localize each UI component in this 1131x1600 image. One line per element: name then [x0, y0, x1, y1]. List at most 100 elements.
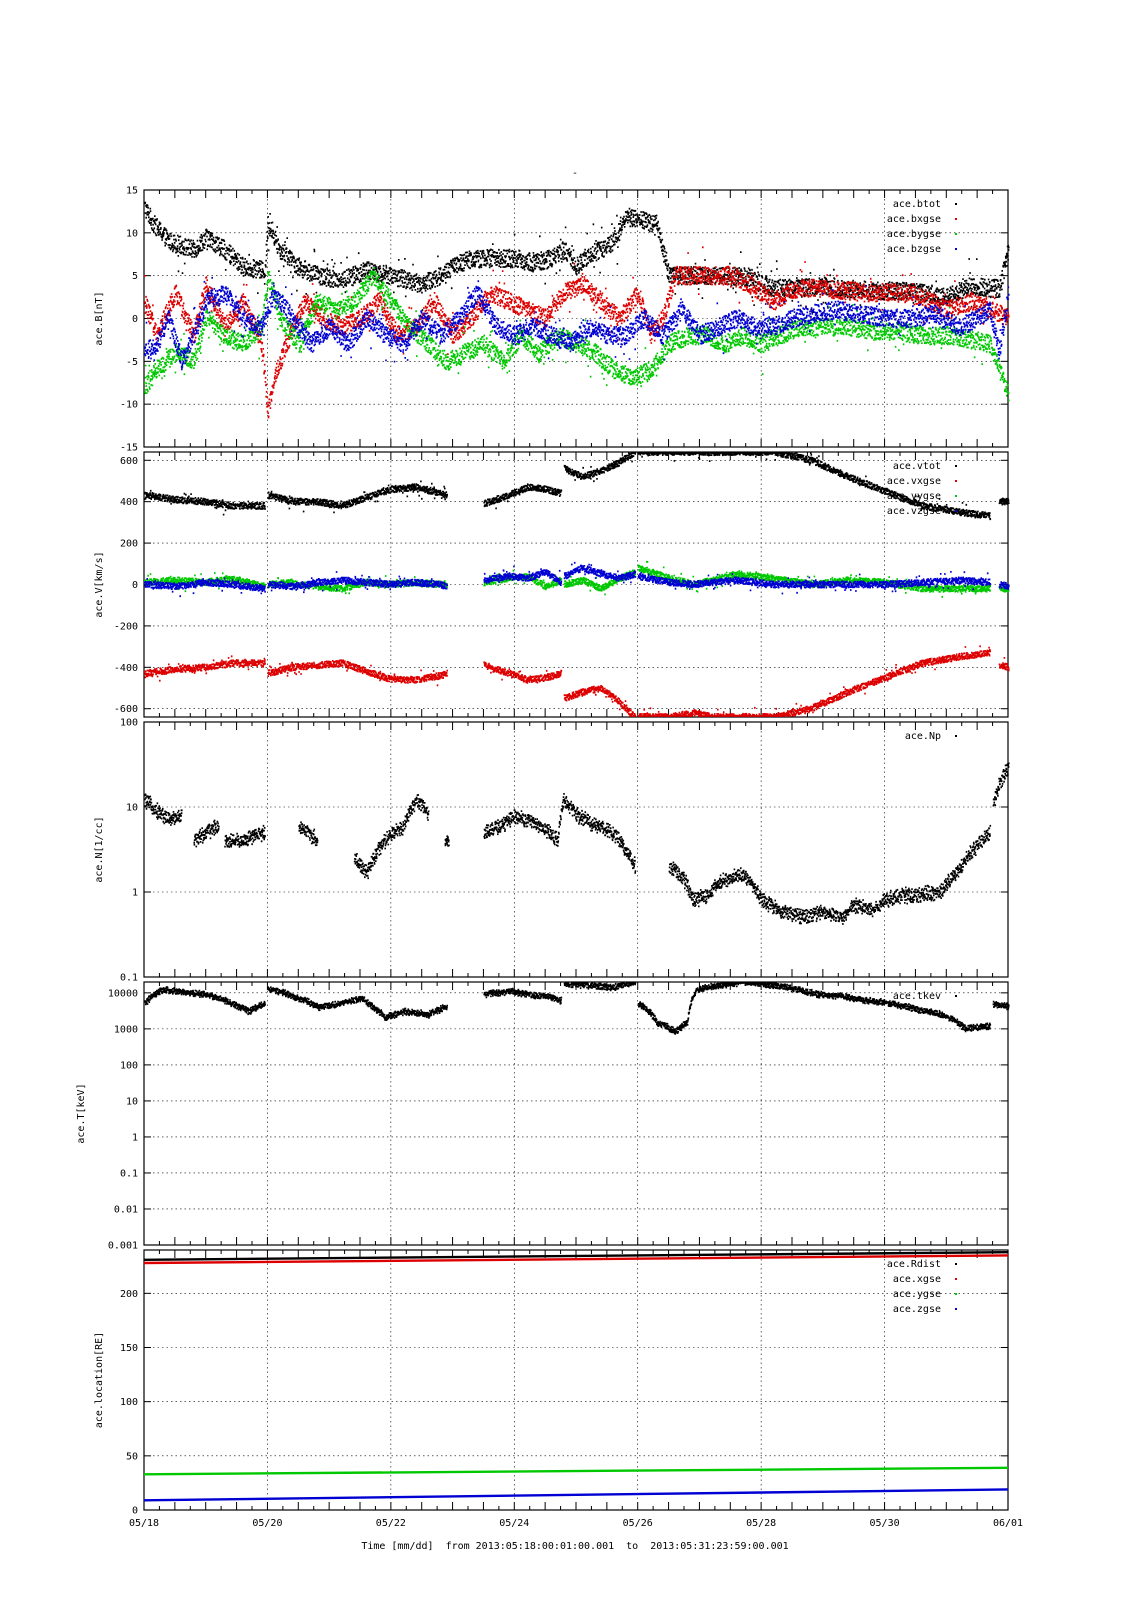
- legend-entry: ace.vzgse: [887, 506, 941, 517]
- legend-entry: ace.vygse: [887, 491, 941, 502]
- y-tick-label: 200: [120, 1289, 138, 1300]
- legend-marker: [955, 995, 957, 997]
- y-tick-label: -600: [114, 704, 138, 715]
- y-tick-label: 0.1: [120, 973, 138, 984]
- x-tick-label: 05/28: [746, 1518, 776, 1529]
- panel-4: 0.001 0.01 0.1 1 10 100 1000 10000 ace.T[keV] ace…: [76, 981, 1010, 1252]
- series-line: [143, 1466, 1009, 1476]
- series-points: [998, 657, 1010, 672]
- footer-to-label: to: [626, 1541, 638, 1552]
- legend-entry: ace.xgse: [893, 1274, 941, 1285]
- figure-title: -: [572, 168, 578, 179]
- y-tick-label: 15: [126, 186, 138, 197]
- panels: -15-10-5051015ace.B[nT]ace.btotace.bxgse…: [76, 186, 1023, 1530]
- y-tick-label: 10000: [108, 988, 138, 999]
- y-tick-label: 150: [120, 1343, 138, 1354]
- legend-marker: [955, 480, 957, 482]
- x-tick-label: 06/01: [993, 1518, 1023, 1529]
- footer-xlabel: Time [mm/dd]: [361, 1541, 433, 1552]
- legend: ace.vtot ace.vxgse ace.vygse ace.vzgse: [887, 461, 957, 517]
- series-points: [563, 569, 637, 596]
- legend-entry: ace.btot: [893, 199, 941, 210]
- legend-entry: ace.vtot: [893, 461, 941, 472]
- legend-entry: ace.Np: [905, 731, 941, 742]
- legend-marker: [955, 735, 957, 737]
- series-points: [563, 685, 637, 717]
- series-ace-Np: [144, 762, 1010, 925]
- series-points: [444, 835, 450, 847]
- y-tick-label: -10: [120, 400, 138, 411]
- legend-marker: [955, 1278, 957, 1280]
- legend-entry: ace.bxgse: [887, 214, 941, 225]
- y-axis-label: ace.V[km/s]: [94, 551, 105, 617]
- y-tick-label: 1000: [114, 1024, 138, 1035]
- series-points: [144, 793, 183, 826]
- series-ace-vxgse: [144, 645, 1010, 717]
- series-points: [144, 655, 266, 682]
- legend-entry: ace.Rdist: [887, 1259, 941, 1270]
- panel-2: -600 -400 -200 0 200 400 600 ace.V[km/s] ace.vto…: [94, 451, 1010, 718]
- legend-entry: ace.bzgse: [887, 244, 941, 255]
- legend: ace.Np: [905, 731, 957, 742]
- series-ace-bxgse: [144, 246, 1010, 419]
- series-ace-tkev: [144, 982, 1010, 1035]
- footer-from-label: from: [446, 1541, 470, 1552]
- legend-marker: [955, 203, 957, 205]
- panel-1: -15 -10 -5 0 5 10 15 ace.B[nT] ace.btot ace.bxgse…: [94, 186, 1010, 454]
- x-tick-label: 05/24: [499, 1518, 529, 1529]
- y-tick-label: 0: [132, 1506, 138, 1517]
- y-tick-label: 10: [126, 803, 138, 814]
- y-tick-label: -5: [126, 357, 138, 368]
- series-ace-Rdist: [143, 1251, 1009, 1261]
- panel-frame: [143, 1249, 1009, 1511]
- legend-marker: [955, 495, 957, 497]
- y-tick-label: 50: [126, 1451, 138, 1462]
- series-points: [267, 480, 448, 514]
- y-tick-label: 1: [132, 888, 138, 899]
- y-tick-label: 5: [132, 271, 138, 282]
- legend-entry: ace.tkev: [893, 991, 941, 1002]
- series-points: [267, 986, 448, 1021]
- series-points: [998, 581, 1010, 590]
- y-tick-label: 400: [120, 497, 138, 508]
- footer-label: Time [mm/dd] from 2013:05:18:00:01:00.001 t…: [361, 1541, 788, 1552]
- series-points: [483, 565, 563, 586]
- legend: ace.btot ace.bxgse ace.bygse ace.bzgse: [887, 199, 957, 255]
- series-points: [193, 819, 220, 848]
- series-points: [563, 561, 637, 584]
- series-ace-zgse: [143, 1488, 1009, 1502]
- x-tick-label: 05/20: [252, 1518, 282, 1529]
- y-tick-label: 100: [120, 1060, 138, 1071]
- x-tick-label: 05/26: [623, 1518, 653, 1529]
- y-tick-label: -200: [114, 621, 138, 632]
- series-line: [143, 1488, 1009, 1502]
- footer-from-value: 2013:05:18:00:01:00.001: [476, 1541, 614, 1552]
- series-points: [563, 982, 637, 992]
- legend-marker: [955, 1308, 957, 1310]
- legend-entry: ace.ygse: [893, 1289, 941, 1300]
- series-points: [637, 571, 992, 595]
- legend-entry: ace.vxgse: [887, 476, 941, 487]
- legend-marker: [955, 233, 957, 235]
- panel-frame: [143, 721, 1009, 978]
- series-points: [353, 794, 430, 880]
- y-tick-label: 10: [126, 1096, 138, 1107]
- series-points: [144, 201, 1010, 322]
- series-points: [267, 659, 448, 687]
- series-points: [483, 987, 563, 1005]
- series-line: [143, 1251, 1009, 1261]
- legend-marker: [955, 218, 957, 220]
- y-axis-label: ace.N[1/cc]: [94, 816, 105, 882]
- series-ace-xgse: [143, 1254, 1009, 1265]
- series-points: [563, 452, 637, 483]
- series-points: [483, 483, 563, 510]
- legend-entry: ace.zgse: [893, 1304, 941, 1315]
- series-points: [483, 661, 563, 684]
- series-ace-vzgse: [144, 561, 1010, 598]
- y-tick-label: 100: [120, 1397, 138, 1408]
- y-axis-label: ace.B[nT]: [94, 291, 105, 345]
- series-points: [998, 497, 1010, 506]
- legend-marker: [955, 248, 957, 250]
- y-tick-label: 10: [126, 228, 138, 239]
- legend: ace.Rdist ace.xgse ace.ygse ace.zgse: [887, 1259, 957, 1315]
